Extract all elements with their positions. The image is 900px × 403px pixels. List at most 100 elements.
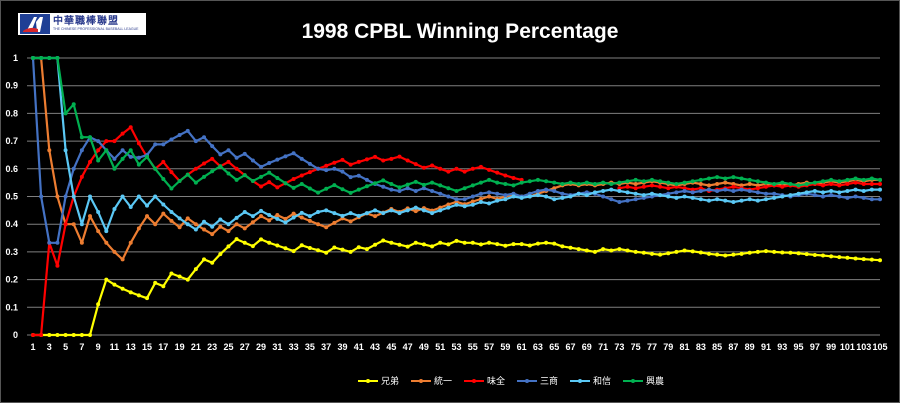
data-point [373,214,378,219]
y-tick-label: 0.6 [5,164,18,174]
data-point [153,166,158,171]
data-point [381,211,386,216]
x-tick-label: 91 [761,342,771,352]
x-tick-label: 39 [337,342,347,352]
data-point [715,188,720,193]
x-tick-label: 5 [63,342,68,352]
data-point [47,148,52,153]
data-point [820,253,825,258]
data-point [79,222,84,227]
data-point [820,194,825,199]
data-point [79,174,84,179]
x-tick-label: 43 [370,342,380,352]
data-point [861,188,866,193]
data-point [242,151,247,156]
data-point [698,186,703,191]
data-point [649,194,654,199]
data-point [690,249,695,254]
data-point [861,177,866,182]
data-point [820,179,825,184]
data-point [307,170,312,175]
data-point [535,188,540,193]
x-tick-label: 17 [158,342,168,352]
data-point [112,139,117,144]
data-point [845,195,850,200]
x-tick-label: 63 [533,342,543,352]
data-point [283,154,288,159]
data-point [88,333,93,337]
data-point [226,148,231,153]
data-point [658,252,663,257]
x-tick-label: 27 [240,342,250,352]
data-point [552,197,557,202]
data-point [96,229,101,234]
series-line-1 [33,56,880,261]
data-point [413,205,418,210]
data-point [421,186,426,191]
data-point [275,213,280,218]
x-tick-label: 95 [794,342,804,352]
data-point [364,247,369,252]
data-point [356,245,361,250]
data-point [698,177,703,182]
x-tick-label: 37 [321,342,331,352]
data-point [291,211,296,216]
data-point [112,166,117,171]
data-point [104,139,109,144]
data-point [397,242,402,247]
data-point [674,182,679,187]
data-point [413,179,418,184]
data-point [218,224,223,229]
data-point [706,183,711,188]
data-point [373,242,378,247]
data-point [324,250,329,255]
x-tick-label: 15 [142,342,152,352]
data-point [348,190,353,195]
data-point [291,151,296,156]
data-point [397,211,402,216]
data-point [576,182,581,187]
data-point [324,168,329,173]
data-point [39,333,44,337]
data-point [739,251,744,256]
data-point [617,180,622,185]
data-point [633,249,638,254]
data-point [592,190,597,195]
data-point [454,188,459,193]
data-point [112,282,117,287]
data-point [39,194,44,199]
data-point [560,182,565,187]
data-point [332,183,337,188]
data-point [430,211,435,216]
data-point [202,219,207,224]
data-point [316,190,321,195]
data-point [136,226,141,231]
data-point [780,184,785,189]
data-point [731,252,736,257]
x-tick-label: 23 [207,342,217,352]
x-tick-label: 89 [745,342,755,352]
data-point [763,197,768,202]
x-tick-label: 85 [712,342,722,352]
y-tick-label: 0.4 [5,219,18,229]
y-tick-label: 0 [13,330,18,340]
data-point [136,141,141,146]
data-point [674,190,679,195]
data-point [348,249,353,254]
y-tick-label: 0.1 [5,302,18,312]
data-point [829,177,834,182]
data-point [332,245,337,250]
data-point [446,194,451,199]
data-point [454,202,459,207]
data-point [690,187,695,192]
data-point [511,183,516,188]
x-tick-label: 103 [856,342,871,352]
data-point [63,222,68,227]
data-point [202,161,207,166]
x-tick-label: 101 [840,342,855,352]
data-point [535,241,540,246]
data-point [723,187,728,192]
data-point [690,195,695,200]
data-point [96,139,101,144]
